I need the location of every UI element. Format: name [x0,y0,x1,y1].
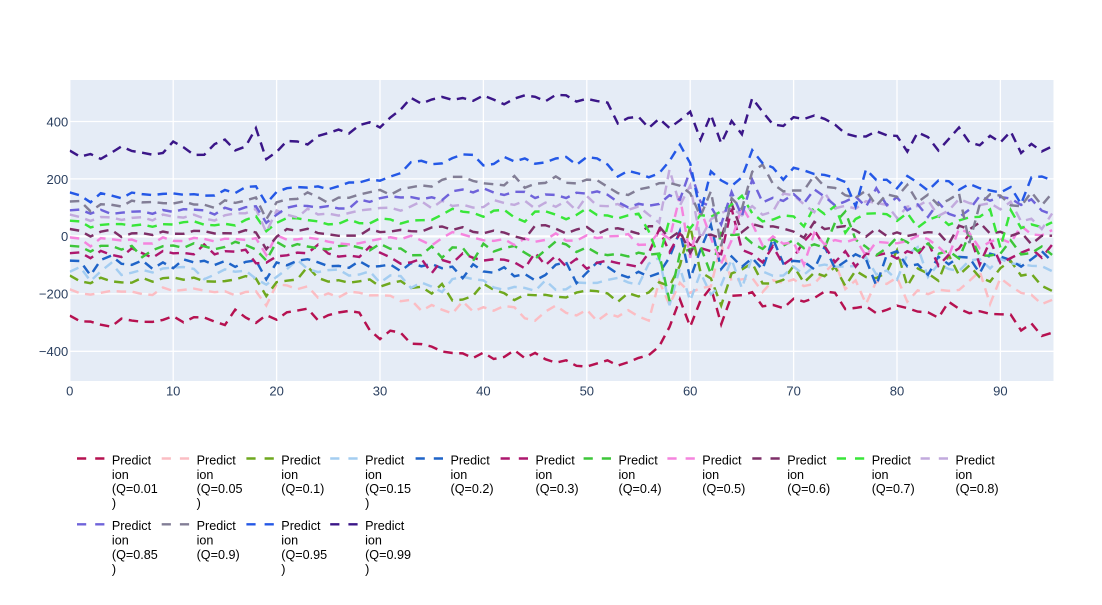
svg-text:0: 0 [66,384,73,399]
svg-text:40: 40 [476,384,490,399]
svg-text:50: 50 [580,384,594,399]
svg-text:70: 70 [786,384,800,399]
svg-text:80: 80 [890,384,904,399]
svg-text:60: 60 [683,384,697,399]
svg-text:30: 30 [373,384,387,399]
svg-text:10: 10 [166,384,180,399]
svg-text:20: 20 [269,384,283,399]
svg-text:0: 0 [61,229,68,244]
svg-text:400: 400 [46,114,68,129]
svg-text:−200: −200 [39,287,68,302]
svg-text:−400: −400 [39,344,68,359]
svg-text:90: 90 [993,384,1007,399]
svg-text:200: 200 [46,172,68,187]
